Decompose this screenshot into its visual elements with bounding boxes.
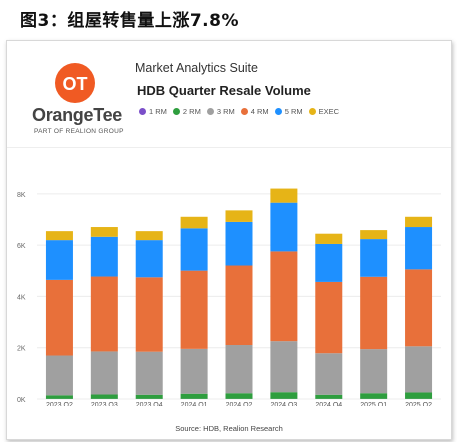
bar-segment (180, 270, 208, 349)
bar-segment (45, 355, 73, 396)
bar-segment (45, 240, 73, 280)
x-tick-label: 2025 Q2 (405, 402, 432, 406)
bar-segment (180, 393, 208, 399)
bar-segment (360, 239, 388, 277)
legend-swatch (206, 108, 214, 115)
bar-segment (360, 349, 388, 394)
bar-segment (180, 216, 208, 229)
x-tick-label: 2024 Q2 (226, 402, 253, 406)
source-note: Source: HDB, Realion Research (175, 424, 283, 433)
y-tick-label: 8K (17, 192, 26, 199)
legend-swatch (139, 108, 146, 115)
y-tick-label: 4K (17, 294, 26, 301)
suite-name: Market Analytics Suite (135, 61, 258, 75)
bar-segment (360, 230, 388, 240)
bar-segment (315, 394, 343, 399)
chart-card: OT OrangeTee PART OF REALION GROUP Marke… (6, 40, 452, 440)
bar-segment (360, 276, 388, 350)
bar-segment (225, 221, 253, 266)
bar-segment (315, 233, 343, 244)
bar-segment (270, 392, 298, 399)
x-tick-label: 2023 Q3 (91, 402, 118, 406)
bar-segment (405, 216, 433, 228)
logo-mark-text: OT (63, 74, 88, 94)
bar-segment (90, 227, 118, 237)
bar-segment (135, 231, 163, 241)
legend-label: EXEC (318, 107, 340, 116)
bar-segment (45, 395, 73, 399)
bar-segment (90, 394, 118, 399)
legend-label: 2 RM (182, 107, 201, 116)
bar-segment (90, 351, 118, 395)
bar-segment (270, 251, 298, 342)
legend-item[interactable]: 1 RM (139, 107, 167, 116)
bar-segment (315, 243, 343, 282)
bar-segment (225, 393, 253, 399)
brand-name: OrangeTee (32, 105, 122, 125)
y-tick-label: 0K (17, 397, 26, 404)
figure-title: 图3：组屋转售量上涨7.8% (20, 11, 239, 31)
bar-segment (405, 227, 433, 270)
x-tick-label: 2024 Q3 (270, 402, 297, 406)
bar-segment (270, 188, 298, 203)
bar-segment (225, 210, 253, 222)
bar-segment (45, 231, 73, 241)
chart-title: HDB Quarter Resale Volume (137, 83, 311, 98)
bar-segment (405, 269, 433, 347)
bar-segment (360, 393, 388, 399)
x-tick-label: 2023 Q4 (136, 402, 163, 406)
bar-segment (135, 277, 163, 352)
legend-label: 3 RM (216, 107, 235, 116)
bar-segment (405, 346, 433, 393)
bar-segment (270, 202, 298, 252)
x-tick-label: 2023 Q2 (46, 402, 73, 406)
legend-label: 5 RM (284, 107, 303, 116)
bar-segment (90, 276, 118, 352)
legend-item[interactable]: 5 RM (274, 107, 303, 116)
legend-item[interactable]: 4 RM (240, 107, 269, 116)
legend-item[interactable]: EXEC (308, 107, 340, 116)
legend-item[interactable]: 3 RM (206, 107, 235, 116)
bar-segment (180, 348, 208, 394)
bar-segment (90, 236, 118, 277)
bar-segment (315, 281, 343, 354)
bar-segment (270, 341, 298, 393)
legend-label: 1 RM (149, 107, 167, 116)
bar-segment (180, 228, 208, 271)
bar-segment (225, 265, 253, 346)
legend-item[interactable]: 2 RM (172, 107, 201, 116)
legend-swatch (172, 108, 180, 115)
x-tick-label: 2024 Q1 (181, 402, 208, 406)
x-tick-label: 2024 Q4 (315, 402, 342, 406)
y-tick-label: 6K (17, 243, 26, 250)
header-divider (7, 147, 451, 148)
legend-swatch (274, 108, 282, 115)
chart-legend: 1 RM 2 RM 3 RM 4 RM 5 RM EXEC (139, 107, 339, 116)
legend-swatch (308, 108, 316, 115)
legend-label: 4 RM (250, 107, 269, 116)
stacked-bar-chart: 0K 2K 4K 6K 8K 2023 Q2 2023 Q3 2023 Q4 2024 Q1 20… (17, 188, 441, 406)
y-tick-label: 2K (17, 346, 26, 353)
bar-segment (135, 240, 163, 278)
bar-segment (135, 394, 163, 399)
brand-subtitle: PART OF REALION GROUP (34, 128, 124, 135)
bar-segment (405, 392, 433, 399)
x-tick-label: 2025 Q1 (360, 402, 387, 406)
orangetee-logo-icon: OT (55, 63, 95, 103)
legend-swatch (240, 108, 248, 115)
bar-segment (315, 353, 343, 395)
bar-segment (45, 279, 73, 356)
bar-segment (135, 351, 163, 395)
bar-segment (225, 345, 253, 394)
